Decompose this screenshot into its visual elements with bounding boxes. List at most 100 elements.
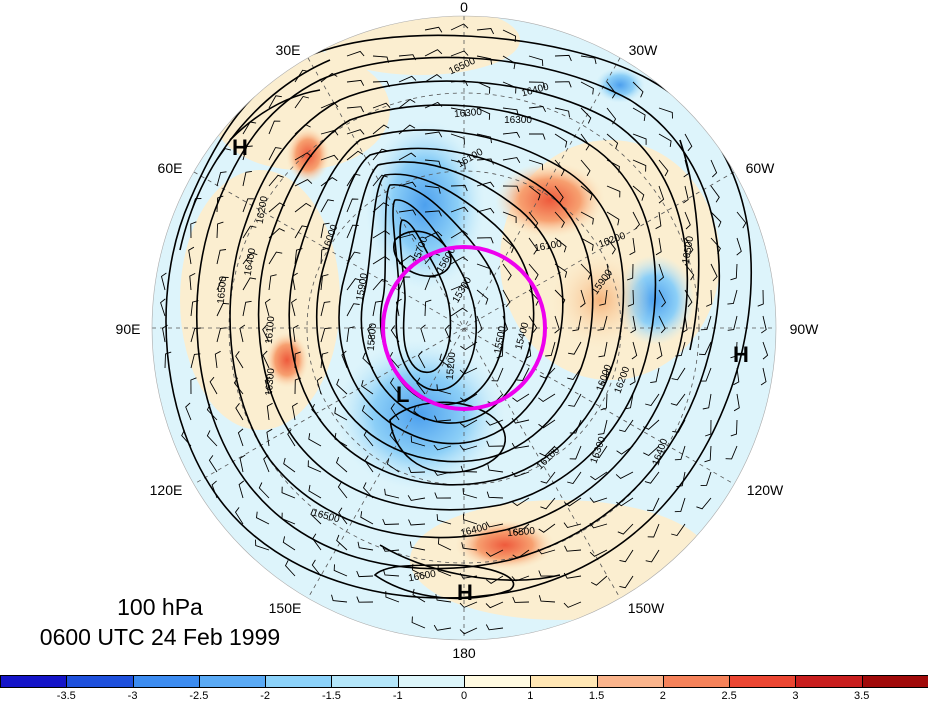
wind-barb — [208, 455, 218, 473]
wind-barb — [670, 393, 686, 406]
wind-barb — [710, 263, 718, 282]
wind-barb — [459, 444, 478, 451]
wind-barb — [242, 277, 257, 291]
wind-barb — [412, 588, 426, 603]
wind-barb — [733, 393, 740, 412]
wind-barb — [262, 350, 270, 369]
wind-barb — [262, 324, 270, 343]
colorbar: -3.5 -3 -2.5 -2 -1.5 -1 0 1 1.5 2 2.5 3 3.5 — [0, 675, 928, 702]
wind-barb — [564, 545, 582, 552]
wind-barb — [361, 405, 374, 421]
wind-barb — [372, 124, 390, 135]
wind-barb — [476, 207, 495, 214]
wind-barb — [698, 341, 712, 356]
wind-barb — [436, 514, 452, 525]
wind-barb — [656, 341, 663, 360]
wind-barb — [450, 133, 465, 145]
wind-barb — [580, 159, 591, 177]
wind-barb — [580, 211, 594, 225]
wind-barb — [216, 221, 224, 239]
wind-barb — [502, 263, 512, 281]
wind-barb — [476, 289, 489, 305]
wind-barb — [538, 419, 556, 429]
wind-barb — [320, 154, 339, 161]
wind-barb — [216, 327, 227, 343]
map-border — [151, 15, 777, 641]
wind-barb — [696, 497, 712, 510]
lon-label-60w: 60W — [746, 160, 776, 176]
lon-label-30e: 30E — [276, 42, 301, 58]
wind-barb — [647, 523, 660, 538]
wind-barb — [597, 419, 608, 435]
wind-barb — [564, 497, 582, 507]
wind-barb — [398, 75, 417, 83]
wind-barb — [511, 471, 530, 478]
wind-barb — [308, 433, 322, 447]
wind-barb — [486, 575, 504, 584]
wind-barb — [725, 445, 738, 460]
wind-barb — [658, 107, 673, 119]
wind-barb — [346, 106, 365, 113]
wind-barb — [528, 55, 544, 67]
wind-barb — [160, 298, 166, 317]
contour-label: 16600 — [407, 569, 437, 585]
contour-label: 16500 — [216, 275, 229, 304]
wind-barb — [190, 221, 197, 239]
wind-barb — [563, 601, 582, 608]
wind-barb — [382, 518, 400, 525]
wind-barb — [341, 350, 348, 369]
wind-barb — [346, 326, 355, 343]
wind-barb — [424, 49, 443, 57]
contour-label: 16200 — [255, 195, 271, 225]
wind-barb — [538, 570, 556, 577]
wind-barb — [408, 466, 426, 473]
wind-barb — [615, 471, 634, 479]
wind-barb — [600, 393, 608, 411]
wind-barb — [384, 488, 400, 499]
wind-barb — [346, 150, 364, 161]
wind-barb — [433, 624, 452, 631]
wind-barb — [336, 378, 348, 395]
wind-barb — [658, 185, 665, 204]
wind-barb — [206, 430, 218, 447]
wind-barb — [216, 171, 227, 187]
low-pressure-label: L — [396, 382, 409, 407]
wind-barb — [185, 402, 192, 421]
wind-barb — [316, 376, 323, 395]
wind-barb — [567, 471, 582, 485]
wind-barb — [320, 101, 339, 109]
wind-barb — [334, 432, 348, 447]
wind-barb — [450, 23, 469, 31]
wind-barb — [268, 147, 282, 161]
wind-barb — [626, 263, 634, 281]
wind-barb — [512, 596, 530, 603]
wind-barb — [450, 159, 466, 170]
colorbar-swatch — [265, 675, 333, 688]
wind-barb — [395, 298, 402, 317]
wind-barb — [284, 560, 296, 577]
wind-barb — [242, 225, 257, 239]
pressure-systems: H H H L — [232, 135, 749, 605]
colorbar-tick-label: -1 — [392, 690, 403, 702]
wind-barb — [335, 456, 348, 473]
wind-barb — [485, 549, 504, 557]
wind-barb — [538, 523, 556, 533]
wind-barb — [268, 174, 284, 187]
wind-barb — [460, 341, 478, 351]
wind-barb — [590, 471, 608, 481]
wind-barb — [580, 237, 594, 251]
wind-barb — [563, 522, 582, 529]
wind-barb — [528, 315, 538, 333]
wind-barb — [294, 202, 312, 213]
wind-barb — [604, 263, 611, 282]
wind-barb — [424, 299, 432, 317]
colorbar-swatch — [198, 675, 267, 688]
wind-barb — [238, 480, 245, 499]
wind-barb — [516, 367, 530, 381]
wind-barb — [632, 185, 645, 201]
wind-barb — [671, 523, 686, 537]
map-caption: 100 hPa 0600 UTC 24 Feb 1999 — [0, 592, 320, 652]
wind-barb — [580, 107, 592, 124]
wind-barb — [346, 173, 361, 187]
